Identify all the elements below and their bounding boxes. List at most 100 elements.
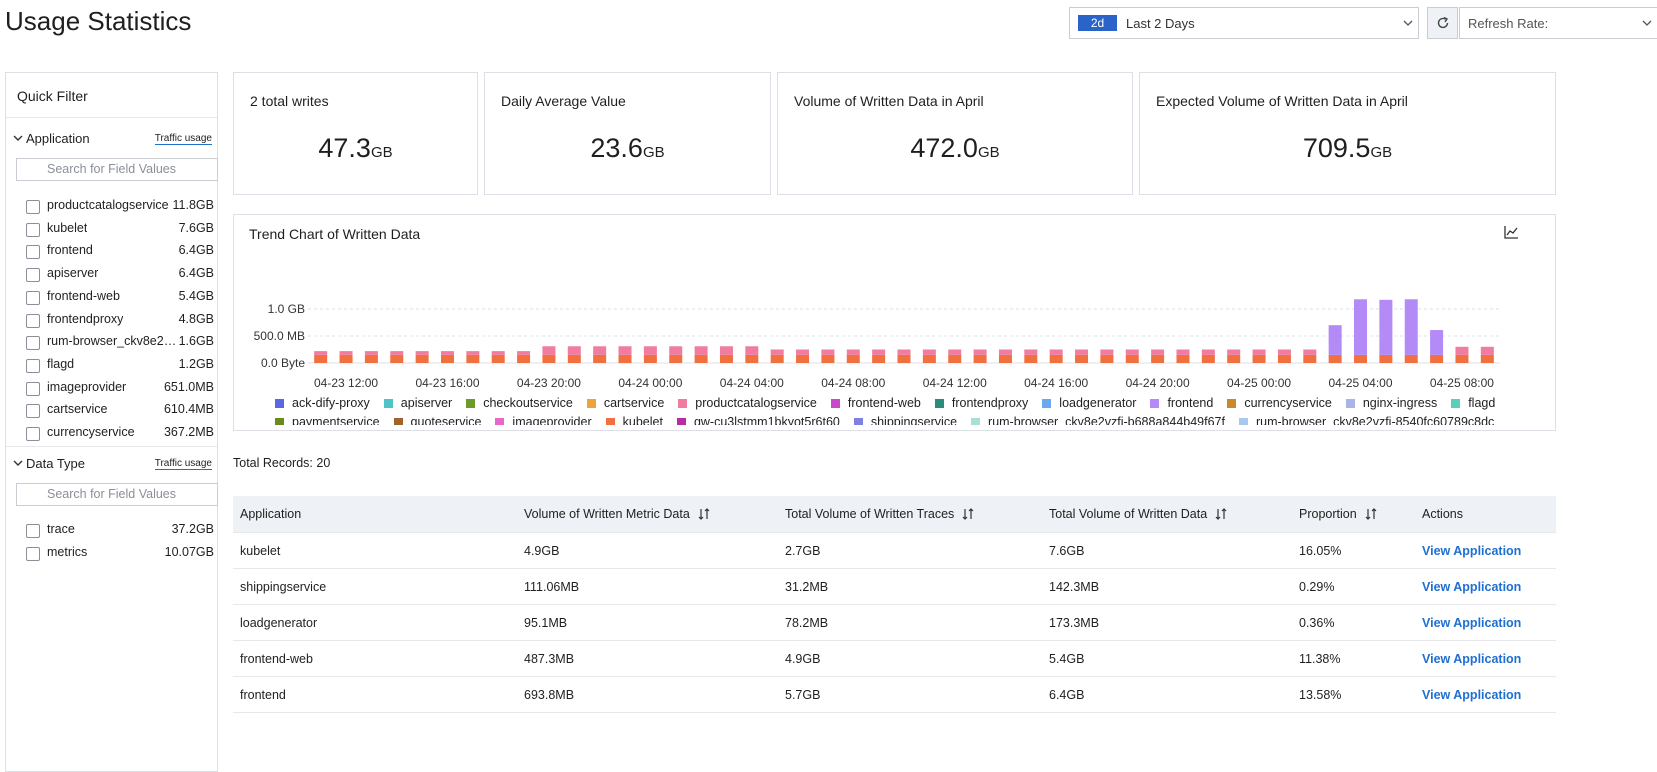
filter-item[interactable]: frontend-web 5.4GB — [26, 288, 214, 306]
bar-segment — [1455, 354, 1469, 363]
table-cell: frontend-web — [240, 652, 313, 666]
legend-swatch — [393, 417, 403, 425]
stat-card: Expected Volume of Written Data in April… — [1139, 72, 1556, 195]
legend-item[interactable]: rum-browser_ckv8e2vzfi-b688a844b49f67f — [971, 413, 1225, 425]
filter-item[interactable]: apiserver 6.4GB — [26, 265, 214, 283]
legend-item[interactable]: frontendproxy — [934, 394, 1028, 412]
y-tick-label: 0.0 Byte — [261, 356, 305, 370]
legend-item[interactable]: cartservice — [586, 394, 664, 412]
legend-label: productcatalogservice — [695, 396, 817, 410]
sort-icon[interactable] — [962, 508, 974, 520]
legend-item[interactable]: shippingservice — [853, 413, 957, 425]
chart-icon[interactable] — [1504, 225, 1519, 240]
bar-segment — [390, 354, 404, 363]
y-tick-label: 500.0 MB — [254, 329, 305, 343]
table-row: loadgenerator 95.1MB 78.2MB 173.3MB 0.36% Vie… — [233, 605, 1556, 641]
search-input[interactable]: Search for Field Values — [16, 158, 218, 181]
bar-segment — [770, 349, 784, 355]
legend-label: paymentservice — [292, 415, 380, 425]
bar-segment — [618, 346, 632, 355]
filter-item[interactable]: metrics 10.07GB — [26, 544, 214, 562]
bar-segment — [1201, 354, 1215, 363]
traffic-link[interactable]: Traffic usage — [154, 133, 212, 145]
bar-segment — [922, 354, 936, 363]
table-cell[interactable]: View Application — [1422, 616, 1522, 630]
filter-item[interactable]: rum-browser_ckv8e2vz... 1.6GB — [26, 333, 214, 351]
time-picker[interactable]: 2d Last 2 Days — [1069, 7, 1419, 39]
filter-item[interactable]: frontendproxy 4.8GB — [26, 311, 214, 329]
legend-item[interactable]: frontend-web — [830, 394, 921, 412]
legend-item[interactable]: frontend — [1150, 394, 1213, 412]
section-title: Application — [26, 131, 90, 146]
filter-item[interactable]: kubelet 7.6GB — [26, 220, 214, 238]
item-name: flagd — [47, 356, 75, 371]
legend-item[interactable]: paymentservice — [275, 413, 380, 425]
legend-swatch — [1451, 398, 1461, 408]
filter-item[interactable]: cartservice 610.4MB — [26, 401, 214, 419]
bar-segment — [872, 354, 886, 363]
legend-item[interactable]: kubelet — [605, 413, 663, 425]
filter-item[interactable]: currencyservice 367.2MB — [26, 424, 214, 442]
legend-item[interactable]: nginx-ingress — [1345, 394, 1437, 412]
filter-item[interactable]: imageprovider 651.0MB — [26, 379, 214, 397]
table-cell: kubelet — [240, 544, 281, 558]
legend-item[interactable]: apiserver — [383, 394, 452, 412]
legend-swatch — [466, 398, 476, 408]
legend-item[interactable]: currencyservice — [1227, 394, 1332, 412]
sort-icon[interactable] — [1215, 508, 1227, 520]
refresh-icon — [1437, 16, 1449, 29]
bar-segment — [567, 354, 581, 363]
legend-item[interactable]: productcatalogservice — [678, 394, 817, 412]
bar-segment — [1125, 349, 1139, 355]
legend-item[interactable]: loadgenerator — [1042, 394, 1136, 412]
bar-segment — [694, 354, 708, 363]
table-cell: 4.9GB — [524, 544, 560, 558]
table-cell: 173.3MB — [1049, 616, 1100, 630]
sort-arrows — [1365, 508, 1377, 520]
legend-item[interactable]: imageprovider — [495, 413, 592, 425]
sort-icon[interactable] — [1365, 508, 1377, 520]
table-cell: 78.2MB — [785, 616, 829, 630]
chevron — [1642, 20, 1652, 26]
legend-label: frontend-web — [847, 396, 921, 410]
legend-swatch — [853, 417, 863, 425]
x-tick-label: 04-24 20:00 — [1126, 376, 1190, 390]
card-unit: GB — [977, 144, 1000, 161]
legend-item[interactable]: flagd — [1451, 394, 1495, 412]
bar-segment — [491, 351, 505, 355]
bar-segment — [770, 354, 784, 363]
table-cell[interactable]: View Application — [1422, 580, 1522, 594]
filter-item[interactable]: trace 37.2GB — [26, 521, 214, 539]
refresh-button[interactable] — [1427, 7, 1458, 39]
legend-item[interactable]: ack-dify-proxy — [275, 394, 370, 412]
bar-segment — [364, 354, 378, 363]
table-cell: 487.3MB — [524, 652, 575, 666]
bar-segment — [1151, 349, 1165, 355]
quick-filter: Quick Filter Application Traffic usage S… — [5, 72, 218, 772]
refresh-rate[interactable]: Refresh Rate: — [1459, 7, 1657, 39]
filter-item[interactable]: productcatalogservice 11.8GB — [26, 197, 214, 215]
sort-icon[interactable] — [698, 508, 710, 520]
table-cell: 111.06MB — [524, 580, 580, 594]
legend-item[interactable]: quoteservice — [393, 413, 481, 425]
bar-segment — [1049, 349, 1063, 355]
checkbox — [26, 290, 40, 305]
filter-item[interactable]: frontend 6.4GB — [26, 242, 214, 260]
legend-item[interactable]: gw-cu3lstmm1bkyot5r6t60 — [676, 413, 840, 425]
search-input[interactable]: Search for Field Values — [16, 483, 218, 506]
bar-segment — [1480, 354, 1494, 363]
table-cell[interactable]: View Application — [1422, 544, 1522, 558]
table-cell[interactable]: View Application — [1422, 688, 1522, 702]
traffic-link[interactable]: Traffic usage — [154, 458, 212, 470]
filter-item[interactable]: flagd 1.2GB — [26, 356, 214, 374]
item-name: cartservice — [47, 402, 108, 417]
legend-item[interactable]: rum-browser_ckv8e2vzfi-8540fc60789c8dc — [1238, 413, 1494, 425]
legend-item[interactable]: checkoutservice — [466, 394, 573, 412]
card-unit: GB — [370, 144, 393, 161]
table-cell[interactable]: View Application — [1422, 652, 1522, 666]
card-label: 2 total writes — [250, 93, 329, 109]
bar-segment — [1328, 325, 1342, 355]
bar-segment — [390, 351, 404, 355]
bar-segment — [973, 349, 987, 355]
legend-label: flagd — [1468, 396, 1496, 410]
